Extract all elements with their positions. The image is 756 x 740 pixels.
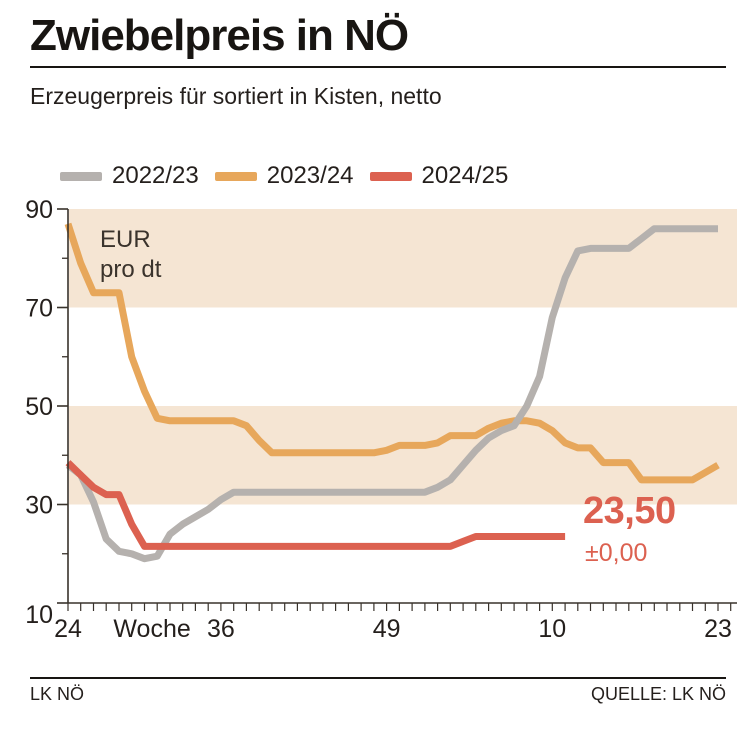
page-title: Zwiebelpreis in NÖ	[30, 11, 409, 60]
price-line-chart: 10 30 50 70 90 24 36 49 10 23 Woche	[25, 199, 737, 643]
x-tick-label: 24	[54, 615, 82, 643]
y-tick-label: 50	[25, 393, 53, 421]
series-line-2024-25	[65, 460, 566, 551]
footer-row: LK NÖ QUELLE: LK NÖ	[30, 679, 726, 705]
x-tick-label: 23	[704, 615, 732, 643]
x-axis-title: Woche	[113, 615, 190, 643]
unit-line-1: EUR	[100, 226, 151, 254]
x-tick-label: 49	[373, 615, 401, 643]
y-tick-label: 70	[25, 295, 53, 323]
current-price-value: 23,50	[583, 490, 676, 533]
legend-label: 2022/23	[112, 162, 199, 190]
y-tick-label: 30	[25, 492, 53, 520]
chart-legend: 2022/23 2023/24 2024/25	[60, 162, 756, 190]
footer-divider	[30, 677, 726, 680]
legend-item-2024-25: 2024/25	[369, 162, 509, 190]
legend-label: 2023/24	[266, 162, 354, 190]
series-line-2022-23	[65, 225, 718, 563]
legend-swatch-2022-23	[60, 171, 102, 181]
header: Zwiebelpreis in NÖ Erzeugerpreis für sor…	[30, 11, 726, 110]
footer-left: LK NÖ	[30, 684, 85, 705]
legend-item-2022-23: 2022/23	[60, 162, 199, 190]
onion-price-infographic: Zwiebelpreis in NÖ Erzeugerpreis für sor…	[0, 11, 756, 705]
legend-swatch-2023-24	[214, 171, 257, 181]
title-divider	[30, 66, 726, 69]
legend-swatch-2024-25	[369, 171, 412, 181]
subtitle: Erzeugerpreis für sortiert in Kisten, ne…	[30, 83, 442, 110]
series-line-2023-24	[64, 223, 720, 484]
y-axis-unit-label: EUR pro dt	[100, 225, 161, 285]
footer-source: QUELLE: LK NÖ	[590, 684, 726, 705]
footer: LK NÖ QUELLE: LK NÖ	[30, 677, 726, 705]
x-tick-label: 36	[207, 615, 235, 643]
y-tick-label: 10	[25, 601, 53, 629]
y-tick-label: 90	[25, 199, 53, 224]
shaded-band	[69, 209, 737, 308]
legend-item-2023-24: 2023/24	[214, 162, 354, 190]
legend-label: 2024/25	[421, 162, 509, 190]
price-chart: 10 30 50 70 90 24 36 49 10 23 Woche EUR pro dt 23,…	[0, 199, 756, 661]
x-tick-label: 10	[538, 615, 566, 643]
current-price-delta: ±0,00	[585, 539, 648, 568]
unit-line-2: pro dt	[100, 256, 162, 284]
